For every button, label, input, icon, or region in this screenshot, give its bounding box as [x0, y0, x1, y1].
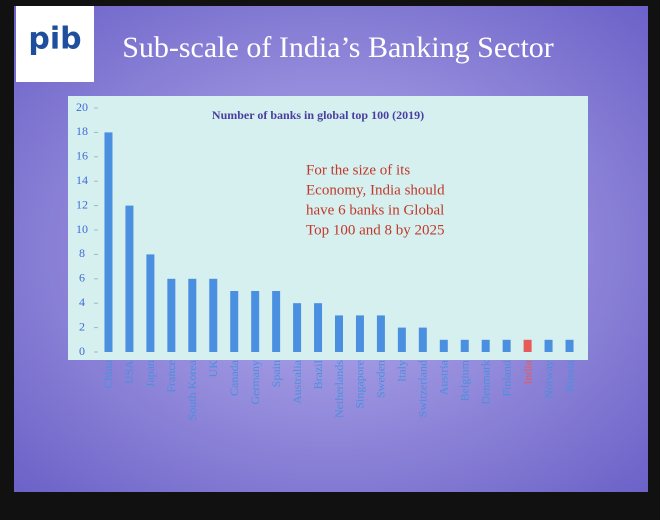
x-tick-label: Russia	[562, 359, 576, 392]
annotation: have 6 banks in Global	[306, 202, 444, 218]
x-tick-label: UK	[206, 360, 220, 378]
x-tick-label: Australia	[290, 359, 304, 404]
chart: 0 2 4 6 8 10 12 14 16 18 20 For the size of its Econ…	[76, 100, 576, 421]
x-tick-label: India	[520, 359, 534, 384]
x-tick-label: Germany	[248, 360, 262, 405]
x-tick-label: USA	[122, 360, 136, 384]
plot-area	[68, 96, 588, 360]
y-tick-label: 10	[76, 222, 88, 236]
y-tick-label: 20	[76, 100, 88, 114]
annotation: Top 100 and 8 by 2025	[306, 222, 445, 238]
bar	[523, 339, 532, 352]
chart-title: Number of banks in global top 100 (2019)	[212, 108, 424, 122]
bar	[188, 278, 197, 352]
x-tick-label: Denmark	[478, 360, 492, 405]
y-tick-label: 16	[76, 149, 88, 163]
x-tick-label: China	[101, 359, 115, 388]
y-tick-label: 4	[79, 295, 85, 309]
logo-box	[16, 6, 94, 82]
bar	[272, 291, 281, 352]
annotation: For the size of its	[306, 162, 410, 178]
bar	[355, 315, 364, 352]
x-tick-label: Belgium	[457, 359, 471, 401]
slide-title: Sub-scale of India’s Banking Sector	[122, 31, 554, 64]
x-tick-label: Finland	[499, 360, 513, 397]
x-tick-label: Switzerland	[416, 360, 430, 417]
x-tick-label: Singapore	[353, 360, 367, 409]
y-tick-label: 12	[76, 197, 88, 211]
bar	[418, 327, 427, 352]
x-tick-label: Canada	[227, 359, 241, 396]
x-tick-label: Spain	[269, 360, 283, 387]
x-tick-label: Japan	[143, 360, 157, 387]
bar	[335, 315, 343, 352]
bar	[314, 303, 323, 352]
logo: pib	[28, 22, 81, 57]
bar	[167, 278, 176, 352]
bar	[397, 327, 406, 352]
y-tick-label: 18	[76, 124, 88, 138]
bar	[481, 339, 490, 352]
y-tick-label: 8	[79, 246, 85, 260]
bar	[565, 339, 574, 352]
x-tick-label: France	[164, 360, 178, 393]
y-tick-label: 2	[79, 319, 85, 333]
bar	[251, 291, 260, 352]
bar	[209, 278, 218, 352]
bar	[544, 339, 553, 352]
bar	[376, 315, 385, 352]
y-tick-label: 6	[79, 271, 85, 285]
bar	[502, 339, 511, 352]
x-tick-label: Netherlands	[332, 360, 346, 418]
y-tick-label: 0	[79, 344, 85, 358]
bar	[293, 303, 302, 352]
bar	[104, 132, 113, 352]
y-tick-label: 14	[76, 173, 88, 187]
x-tick-label: South Korea	[185, 359, 199, 420]
annotation: Economy, India should	[306, 182, 445, 198]
x-tick-label: Italy	[395, 360, 409, 382]
x-tick-label: Brazil	[311, 359, 325, 389]
bar	[460, 339, 469, 352]
bar	[230, 291, 239, 352]
bar	[146, 254, 155, 352]
x-tick-label: Norway	[541, 360, 555, 399]
bar	[125, 205, 134, 352]
x-tick-label: Austria	[437, 359, 451, 395]
x-tick-label: Sweden	[374, 360, 388, 398]
bar	[439, 339, 448, 352]
